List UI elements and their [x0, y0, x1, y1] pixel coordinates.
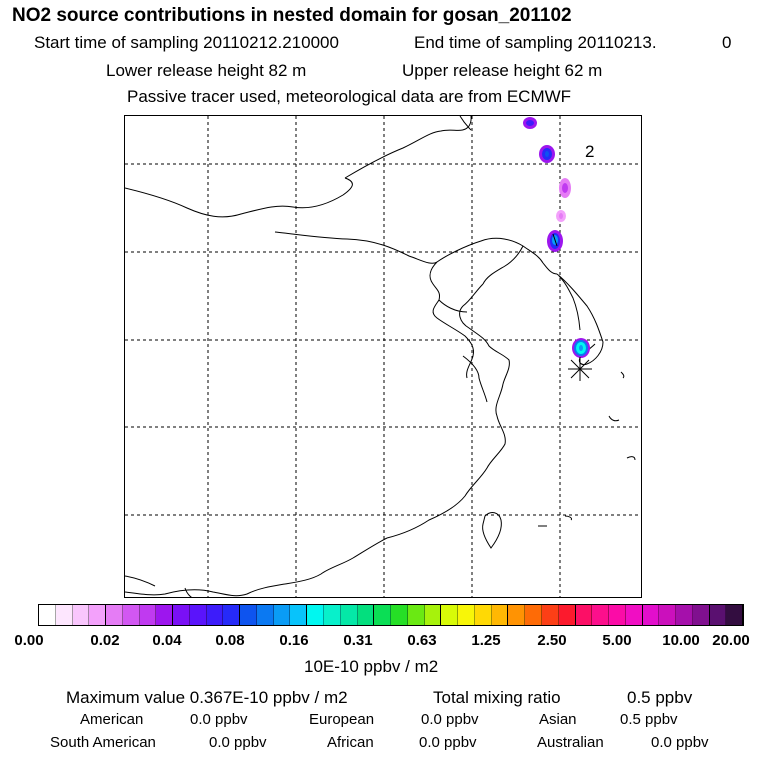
region-name: South American [50, 734, 156, 751]
colorbar-swatch [206, 605, 224, 625]
colorbar-unit: 10E-10 ppbv / m2 [304, 657, 439, 676]
colorbar-tick: 5.00 [602, 632, 632, 649]
lower-release-label: Lower release height 82 m [106, 61, 307, 80]
colorbar-swatch [307, 605, 325, 625]
end-time-label: End time of sampling 20110213. [414, 33, 657, 52]
region-name: Australian [537, 734, 604, 751]
tracer-note: Passive tracer used, meteorological data… [127, 87, 572, 106]
max-value-label: Maximum value 0.367E-10 ppbv / m2 [66, 688, 348, 707]
colorbar-swatch [156, 605, 174, 625]
region-name: African [327, 734, 374, 751]
colorbar-swatch [609, 605, 626, 625]
colorbar-swatch [391, 605, 408, 625]
colorbar-swatch [324, 605, 341, 625]
colorbar-tick: 2.50 [537, 632, 567, 649]
total-mixing-value: 0.5 ppbv [627, 688, 693, 707]
colorbar-tick: 0.63 [407, 632, 437, 649]
colorbar-swatch [89, 605, 107, 625]
colorbar-swatch [407, 605, 425, 625]
map-annotation: 2 [585, 142, 594, 161]
colorbar-swatch [474, 605, 492, 625]
map-panel: 2 [124, 115, 642, 598]
colorbar-swatch [290, 605, 308, 625]
colorbar-swatch [424, 605, 442, 625]
region-name: American [80, 711, 144, 728]
colorbar-swatch [508, 605, 526, 625]
end-time-suffix: 0 [722, 33, 732, 52]
colorbar-swatch [458, 605, 475, 625]
plume-blob [572, 338, 590, 358]
colorbar-swatch [173, 605, 190, 625]
colorbar-swatch [357, 605, 375, 625]
colorbar-swatch [676, 605, 693, 625]
colorbar-tick: 0.02 [90, 632, 120, 649]
colorbar-swatch [692, 605, 710, 625]
colorbar-swatch [223, 605, 241, 625]
colorbar-swatch [139, 605, 157, 625]
colorbar-tick: 0.08 [215, 632, 245, 649]
colorbar-tick: 1.25 [471, 632, 501, 649]
colorbar-swatch [189, 605, 207, 625]
colorbar-swatch [491, 605, 509, 625]
plume-blob [539, 145, 555, 163]
colorbar-swatch [55, 605, 73, 625]
start-time-label: Start time of sampling 20110212.210000 [34, 33, 339, 52]
colorbar-tick: 0.31 [343, 632, 373, 649]
total-mixing-label: Total mixing ratio [433, 688, 561, 707]
colorbar-swatch [625, 605, 643, 625]
colorbar-swatch [592, 605, 610, 625]
colorbar-swatch [72, 605, 90, 625]
lat-lon-grid [125, 116, 641, 597]
colorbar-swatch [726, 605, 744, 625]
colorbar-tick: 0.00 [14, 632, 44, 649]
plume-blob [556, 210, 566, 222]
map-canvas: 2 [125, 116, 641, 597]
colorbar-swatch [558, 605, 576, 625]
colorbar-swatch [106, 605, 123, 625]
colorbar [38, 604, 744, 626]
colorbar-swatch [39, 605, 56, 625]
colorbar-swatch [659, 605, 677, 625]
colorbar-swatch [256, 605, 274, 625]
plume-blob [547, 230, 563, 252]
colorbar-swatch [709, 605, 727, 625]
colorbar-swatch [374, 605, 392, 625]
plume-layer [523, 117, 590, 358]
colorbar-tick: 0.16 [279, 632, 309, 649]
region-name: European [309, 711, 375, 728]
plume-blob [523, 117, 537, 129]
region-value: 0.0 ppbv [421, 711, 479, 728]
colorbar-swatch [122, 605, 140, 625]
colorbar-swatch [642, 605, 660, 625]
colorbar-tick: 20.00 [712, 632, 750, 649]
region-value: 0.0 ppbv [190, 711, 248, 728]
region-value: 0.5 ppbv [620, 711, 678, 728]
region-value: 0.0 ppbv [419, 734, 477, 751]
region-value: 0.0 ppbv [651, 734, 709, 751]
coastlines [125, 116, 636, 597]
asterisk-icon [568, 357, 592, 381]
colorbar-tick: 10.00 [662, 632, 700, 649]
colorbar-swatch [340, 605, 358, 625]
colorbar-swatch [541, 605, 559, 625]
region-value: 0.0 ppbv [209, 734, 267, 751]
region-name: Asian [539, 711, 577, 728]
colorbar-swatch [525, 605, 542, 625]
colorbar-swatch [240, 605, 257, 625]
colorbar-swatch [575, 605, 593, 625]
upper-release-label: Upper release height 62 m [402, 61, 603, 80]
plume-blob [559, 178, 571, 198]
colorbar-swatch [441, 605, 459, 625]
page-title: NO2 source contributions in nested domai… [12, 5, 572, 26]
colorbar-tick: 0.04 [152, 632, 182, 649]
colorbar-swatch [273, 605, 291, 625]
